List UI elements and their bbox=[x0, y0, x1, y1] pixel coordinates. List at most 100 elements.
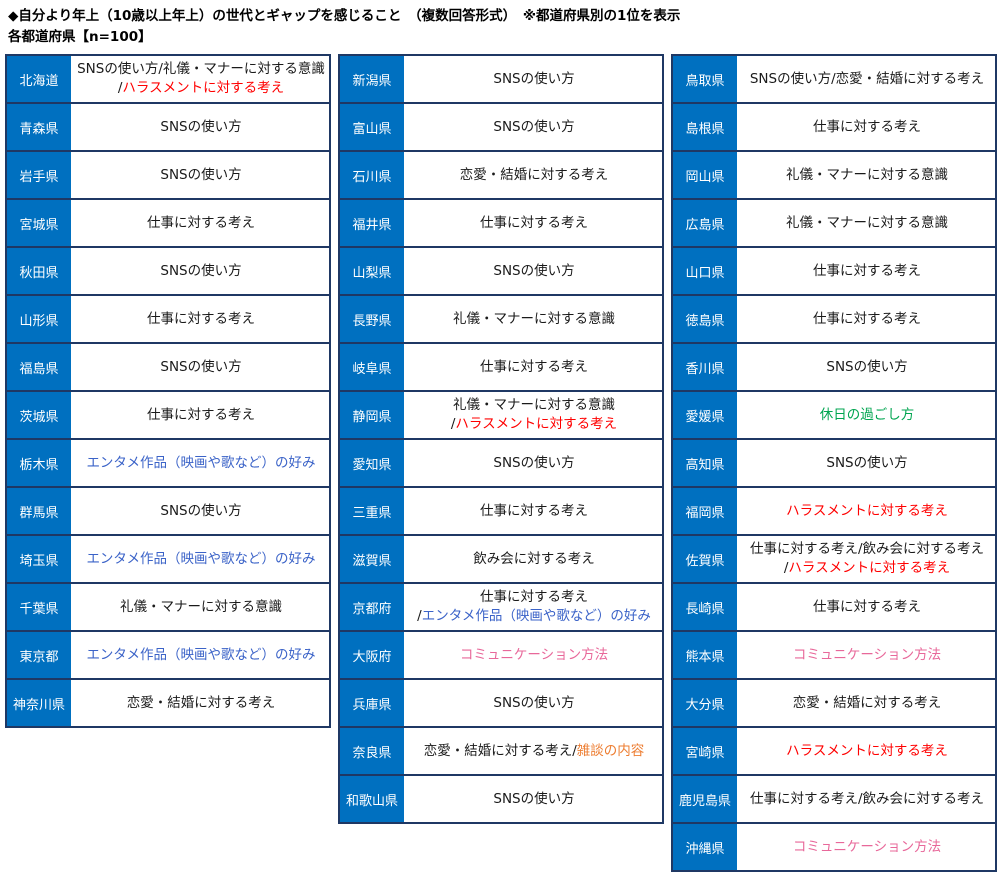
answer-cell: エンタメ作品（映画や歌など）の好み bbox=[73, 440, 329, 486]
table-row: 秋田県 SNSの使い方 bbox=[7, 246, 329, 294]
answer-cell: 仕事に対する考え/飲み会に対する考え/ハラスメントに対する考え bbox=[739, 536, 995, 582]
table-row: 富山県 SNSの使い方 bbox=[340, 102, 662, 150]
answer-segment: 仕事に対する考え/飲み会に対する考え bbox=[749, 790, 985, 807]
prefecture-cell: 長野県 bbox=[340, 296, 406, 342]
answer-segment: / bbox=[783, 560, 789, 576]
answer-line: コミュニケーション方法 bbox=[793, 646, 941, 665]
answer-line: 仕事に対する考え bbox=[813, 118, 921, 137]
answer-cell: 礼儀・マナーに対する意識 bbox=[406, 296, 662, 342]
prefecture-cell: 大阪府 bbox=[340, 632, 406, 678]
prefecture-cell: 東京都 bbox=[7, 632, 73, 678]
answer-line: SNSの使い方 bbox=[160, 502, 241, 521]
answer-segment: 恋愛・結婚に対する考え bbox=[792, 694, 942, 711]
prefecture-cell: 神奈川県 bbox=[7, 680, 73, 726]
answer-line: コミュニケーション方法 bbox=[793, 838, 941, 857]
table-row: 高知県 SNSの使い方 bbox=[673, 438, 995, 486]
table-row: 長崎県 仕事に対する考え bbox=[673, 582, 995, 630]
prefecture-cell: 茨城県 bbox=[7, 392, 73, 438]
answer-line: SNSの使い方 bbox=[160, 358, 241, 377]
answer-segment: SNSの使い方 bbox=[826, 358, 908, 375]
table-row: 香川県 SNSの使い方 bbox=[673, 342, 995, 390]
answer-segment: SNSの使い方 bbox=[160, 502, 242, 519]
answer-segment: 仕事に対する考え bbox=[813, 118, 921, 135]
answer-segment: 仕事に対する考え bbox=[480, 589, 588, 605]
table-row: 神奈川県 恋愛・結婚に対する考え bbox=[7, 678, 329, 726]
answer-line: SNSの使い方 bbox=[493, 70, 574, 89]
prefecture-cell: 愛媛県 bbox=[673, 392, 739, 438]
answer-segment: SNSの使い方/恋愛・結婚に対する考え bbox=[749, 70, 985, 87]
answer-segment: 仕事に対する考え bbox=[813, 598, 921, 615]
answer-line: SNSの使い方 bbox=[493, 118, 574, 137]
answer-segment: エンタメ作品（映画や歌など）の好み bbox=[86, 646, 316, 663]
answer-cell: SNSの使い方 bbox=[406, 440, 662, 486]
answer-cell: SNSの使い方 bbox=[406, 56, 662, 102]
prefecture-cell: 徳島県 bbox=[673, 296, 739, 342]
answer-line: SNSの使い方 bbox=[493, 454, 574, 473]
answer-segment: 仕事に対する考え bbox=[480, 358, 588, 375]
prefecture-cell: 福島県 bbox=[7, 344, 73, 390]
answer-segment: コミュニケーション方法 bbox=[459, 646, 609, 663]
table-row: 群馬県 SNSの使い方 bbox=[7, 486, 329, 534]
answer-segment: / bbox=[450, 416, 456, 432]
table-column-3: 鳥取県 SNSの使い方/恋愛・結婚に対する考え 島根県 仕事に対する考え 岡山県 礼儀・マ… bbox=[671, 54, 997, 872]
prefecture-cell: 福岡県 bbox=[673, 488, 739, 534]
prefecture-cell: 山口県 bbox=[673, 248, 739, 294]
answer-line: 仕事に対する考え bbox=[813, 262, 921, 281]
answer-cell: 恋愛・結婚に対する考え bbox=[406, 152, 662, 198]
table-row: 佐賀県 仕事に対する考え/飲み会に対する考え/ハラスメントに対する考え bbox=[673, 534, 995, 582]
table-row: 岐阜県 仕事に対する考え bbox=[340, 342, 662, 390]
answer-segment: SNSの使い方 bbox=[826, 454, 908, 471]
answer-cell: SNSの使い方 bbox=[73, 248, 329, 294]
prefecture-cell: 鹿児島県 bbox=[673, 776, 739, 822]
prefecture-cell: 岐阜県 bbox=[340, 344, 406, 390]
table-row: 宮崎県 ハラスメントに対する考え bbox=[673, 726, 995, 774]
answer-line: /ハラスメントに対する考え bbox=[118, 79, 284, 98]
table-column-2: 新潟県 SNSの使い方 富山県 SNSの使い方 石川県 恋愛・結婚に対する考え 福井県 仕事に… bbox=[338, 54, 664, 824]
table-row: 東京都 エンタメ作品（映画や歌など）の好み bbox=[7, 630, 329, 678]
table-row: 新潟県 SNSの使い方 bbox=[340, 56, 662, 102]
answer-line: 礼儀・マナーに対する意識 bbox=[120, 598, 282, 617]
answer-line: 仕事に対する考え/飲み会に対する考え bbox=[750, 790, 984, 809]
prefecture-tables: 北海道 SNSの使い方/礼儀・マナーに対する意識/ハラスメントに対する考え 青森県 S… bbox=[0, 52, 1000, 872]
answer-cell: SNSの使い方 bbox=[73, 344, 329, 390]
answer-line: 恋愛・結婚に対する考え/雑談の内容 bbox=[424, 742, 645, 761]
prefecture-cell: 青森県 bbox=[7, 104, 73, 150]
answer-segment: コミュニケーション方法 bbox=[792, 646, 942, 663]
answer-line: SNSの使い方 bbox=[493, 694, 574, 713]
answer-line: SNSの使い方 bbox=[160, 118, 241, 137]
answer-line: 礼儀・マナーに対する意識 bbox=[786, 214, 948, 233]
table-row: 石川県 恋愛・結婚に対する考え bbox=[340, 150, 662, 198]
prefecture-cell: 岩手県 bbox=[7, 152, 73, 198]
answer-line: SNSの使い方 bbox=[826, 358, 907, 377]
answer-cell: 仕事に対する考え/飲み会に対する考え bbox=[739, 776, 995, 822]
answer-cell: SNSの使い方 bbox=[406, 680, 662, 726]
answer-segment: 恋愛・結婚に対する考え bbox=[126, 694, 276, 711]
table-row: 福島県 SNSの使い方 bbox=[7, 342, 329, 390]
answer-segment: 休日の過ごし方 bbox=[819, 406, 915, 423]
table-row: 滋賀県 飲み会に対する考え bbox=[340, 534, 662, 582]
answer-cell: SNSの使い方 bbox=[73, 488, 329, 534]
page-title: ◆自分より年上（10歳以上年上）の世代とギャップを感じること （複数回答形式） … bbox=[8, 8, 681, 24]
table-row: 北海道 SNSの使い方/礼儀・マナーに対する意識/ハラスメントに対する考え bbox=[7, 56, 329, 102]
answer-cell: コミュニケーション方法 bbox=[739, 632, 995, 678]
answer-line: 仕事に対する考え bbox=[147, 406, 255, 425]
answer-line: エンタメ作品（映画や歌など）の好み bbox=[86, 454, 315, 473]
answer-cell: 仕事に対する考え bbox=[406, 200, 662, 246]
answer-segment: 礼儀・マナーに対する意識 bbox=[120, 598, 282, 615]
answer-cell: 仕事に対する考え bbox=[73, 392, 329, 438]
answer-segment: エンタメ作品（映画や歌など）の好み bbox=[421, 608, 651, 624]
table-row: 山口県 仕事に対する考え bbox=[673, 246, 995, 294]
answer-line: 仕事に対する考え bbox=[147, 214, 255, 233]
answer-line: SNSの使い方 bbox=[160, 262, 241, 281]
answer-cell: 仕事に対する考え bbox=[739, 104, 995, 150]
prefecture-cell: 埼玉県 bbox=[7, 536, 73, 582]
answer-segment: ハラスメントに対する考え bbox=[455, 416, 618, 432]
table-row: 山梨県 SNSの使い方 bbox=[340, 246, 662, 294]
answer-segment: SNSの使い方 bbox=[493, 262, 575, 279]
prefecture-cell: 秋田県 bbox=[7, 248, 73, 294]
answer-cell: 礼儀・マナーに対する意識/ハラスメントに対する考え bbox=[406, 392, 662, 438]
prefecture-cell: 宮城県 bbox=[7, 200, 73, 246]
prefecture-cell: 山梨県 bbox=[340, 248, 406, 294]
answer-line: SNSの使い方 bbox=[160, 166, 241, 185]
prefecture-cell: 佐賀県 bbox=[673, 536, 739, 582]
